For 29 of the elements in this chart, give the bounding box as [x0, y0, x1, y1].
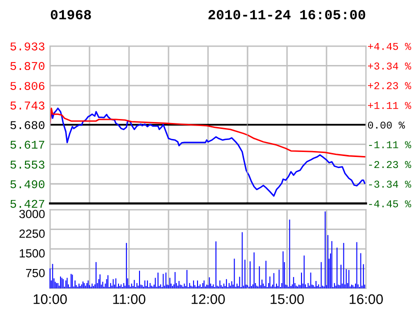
- text: +1.11 %: [368, 102, 412, 109]
- chart-title: 01968: [50, 10, 91, 20]
- text: -4.45 %: [369, 200, 412, 208]
- y-tick-label: 5.553: [10, 160, 44, 169]
- text: +4.45 %: [368, 42, 412, 50]
- text: +2.23 %: [368, 82, 412, 90]
- text: -2.23 %: [369, 161, 412, 168]
- text: 0.00 %: [368, 122, 405, 129]
- y-tick-label: 750: [26, 268, 45, 278]
- x-tick-label: 11:00: [113, 294, 146, 304]
- y-tick-label: 5.933: [10, 42, 44, 50]
- y-tick-label: 5.427: [10, 200, 44, 208]
- text: -1.11 %: [369, 141, 412, 148]
- y-tick-label: 5.743: [10, 102, 44, 110]
- y-tick-label: 5.870: [10, 62, 44, 70]
- x-tick-label: 10:00: [34, 294, 67, 304]
- x-tick-label: 16:00: [350, 294, 383, 304]
- y-tick-label: 5.617: [10, 140, 44, 149]
- text: 2010-11-24 16:05:00: [208, 10, 366, 20]
- text: -3.34 %: [369, 180, 412, 188]
- y-tick-label: 5.680: [10, 121, 44, 130]
- y-tick-label: 3000: [19, 210, 45, 218]
- y-tick-label: 5.490: [10, 180, 44, 188]
- y-tick-label: 2250: [19, 230, 45, 238]
- x-tick-label: 15:00: [270, 294, 304, 304]
- y-tick-label: 1500: [20, 249, 45, 258]
- y-tick-label: 5.806: [10, 82, 44, 90]
- text: +3.34 %: [368, 62, 412, 70]
- x-tick-label: 12:00: [192, 294, 225, 304]
